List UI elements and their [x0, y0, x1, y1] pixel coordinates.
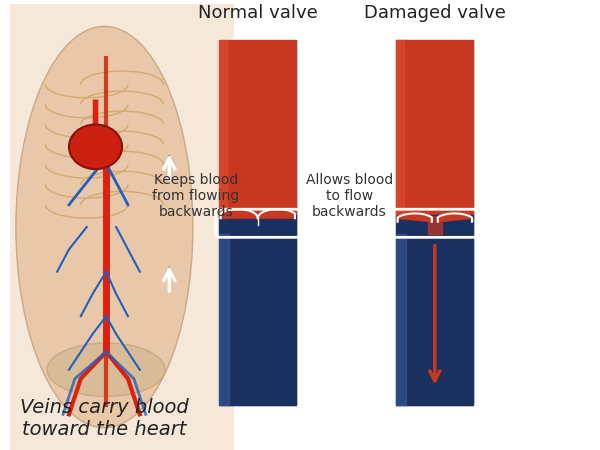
Polygon shape	[438, 213, 473, 222]
Polygon shape	[220, 40, 296, 405]
FancyBboxPatch shape	[10, 4, 234, 450]
Polygon shape	[220, 209, 258, 218]
Polygon shape	[397, 40, 408, 405]
Polygon shape	[220, 234, 229, 405]
Text: Normal valve: Normal valve	[198, 4, 317, 22]
Polygon shape	[220, 40, 231, 405]
Ellipse shape	[47, 343, 165, 396]
Polygon shape	[220, 215, 296, 234]
Text: Allows blood
to flow
backwards: Allows blood to flow backwards	[305, 173, 393, 219]
Polygon shape	[220, 234, 296, 405]
Polygon shape	[397, 40, 404, 218]
Ellipse shape	[16, 27, 193, 428]
Polygon shape	[290, 40, 296, 405]
Polygon shape	[220, 40, 227, 218]
Polygon shape	[258, 209, 296, 218]
Polygon shape	[397, 234, 406, 405]
Polygon shape	[397, 40, 473, 218]
Polygon shape	[467, 40, 473, 405]
Polygon shape	[397, 234, 473, 405]
Polygon shape	[397, 40, 473, 405]
Ellipse shape	[69, 125, 122, 169]
Polygon shape	[220, 40, 296, 218]
Text: Damaged valve: Damaged valve	[364, 4, 506, 22]
Text: Veins carry blood
toward the heart: Veins carry blood toward the heart	[20, 398, 189, 439]
Polygon shape	[397, 215, 473, 234]
Text: Keeps blood
from flowing
backwards: Keeps blood from flowing backwards	[152, 173, 239, 219]
Polygon shape	[428, 216, 442, 234]
Polygon shape	[397, 213, 432, 222]
